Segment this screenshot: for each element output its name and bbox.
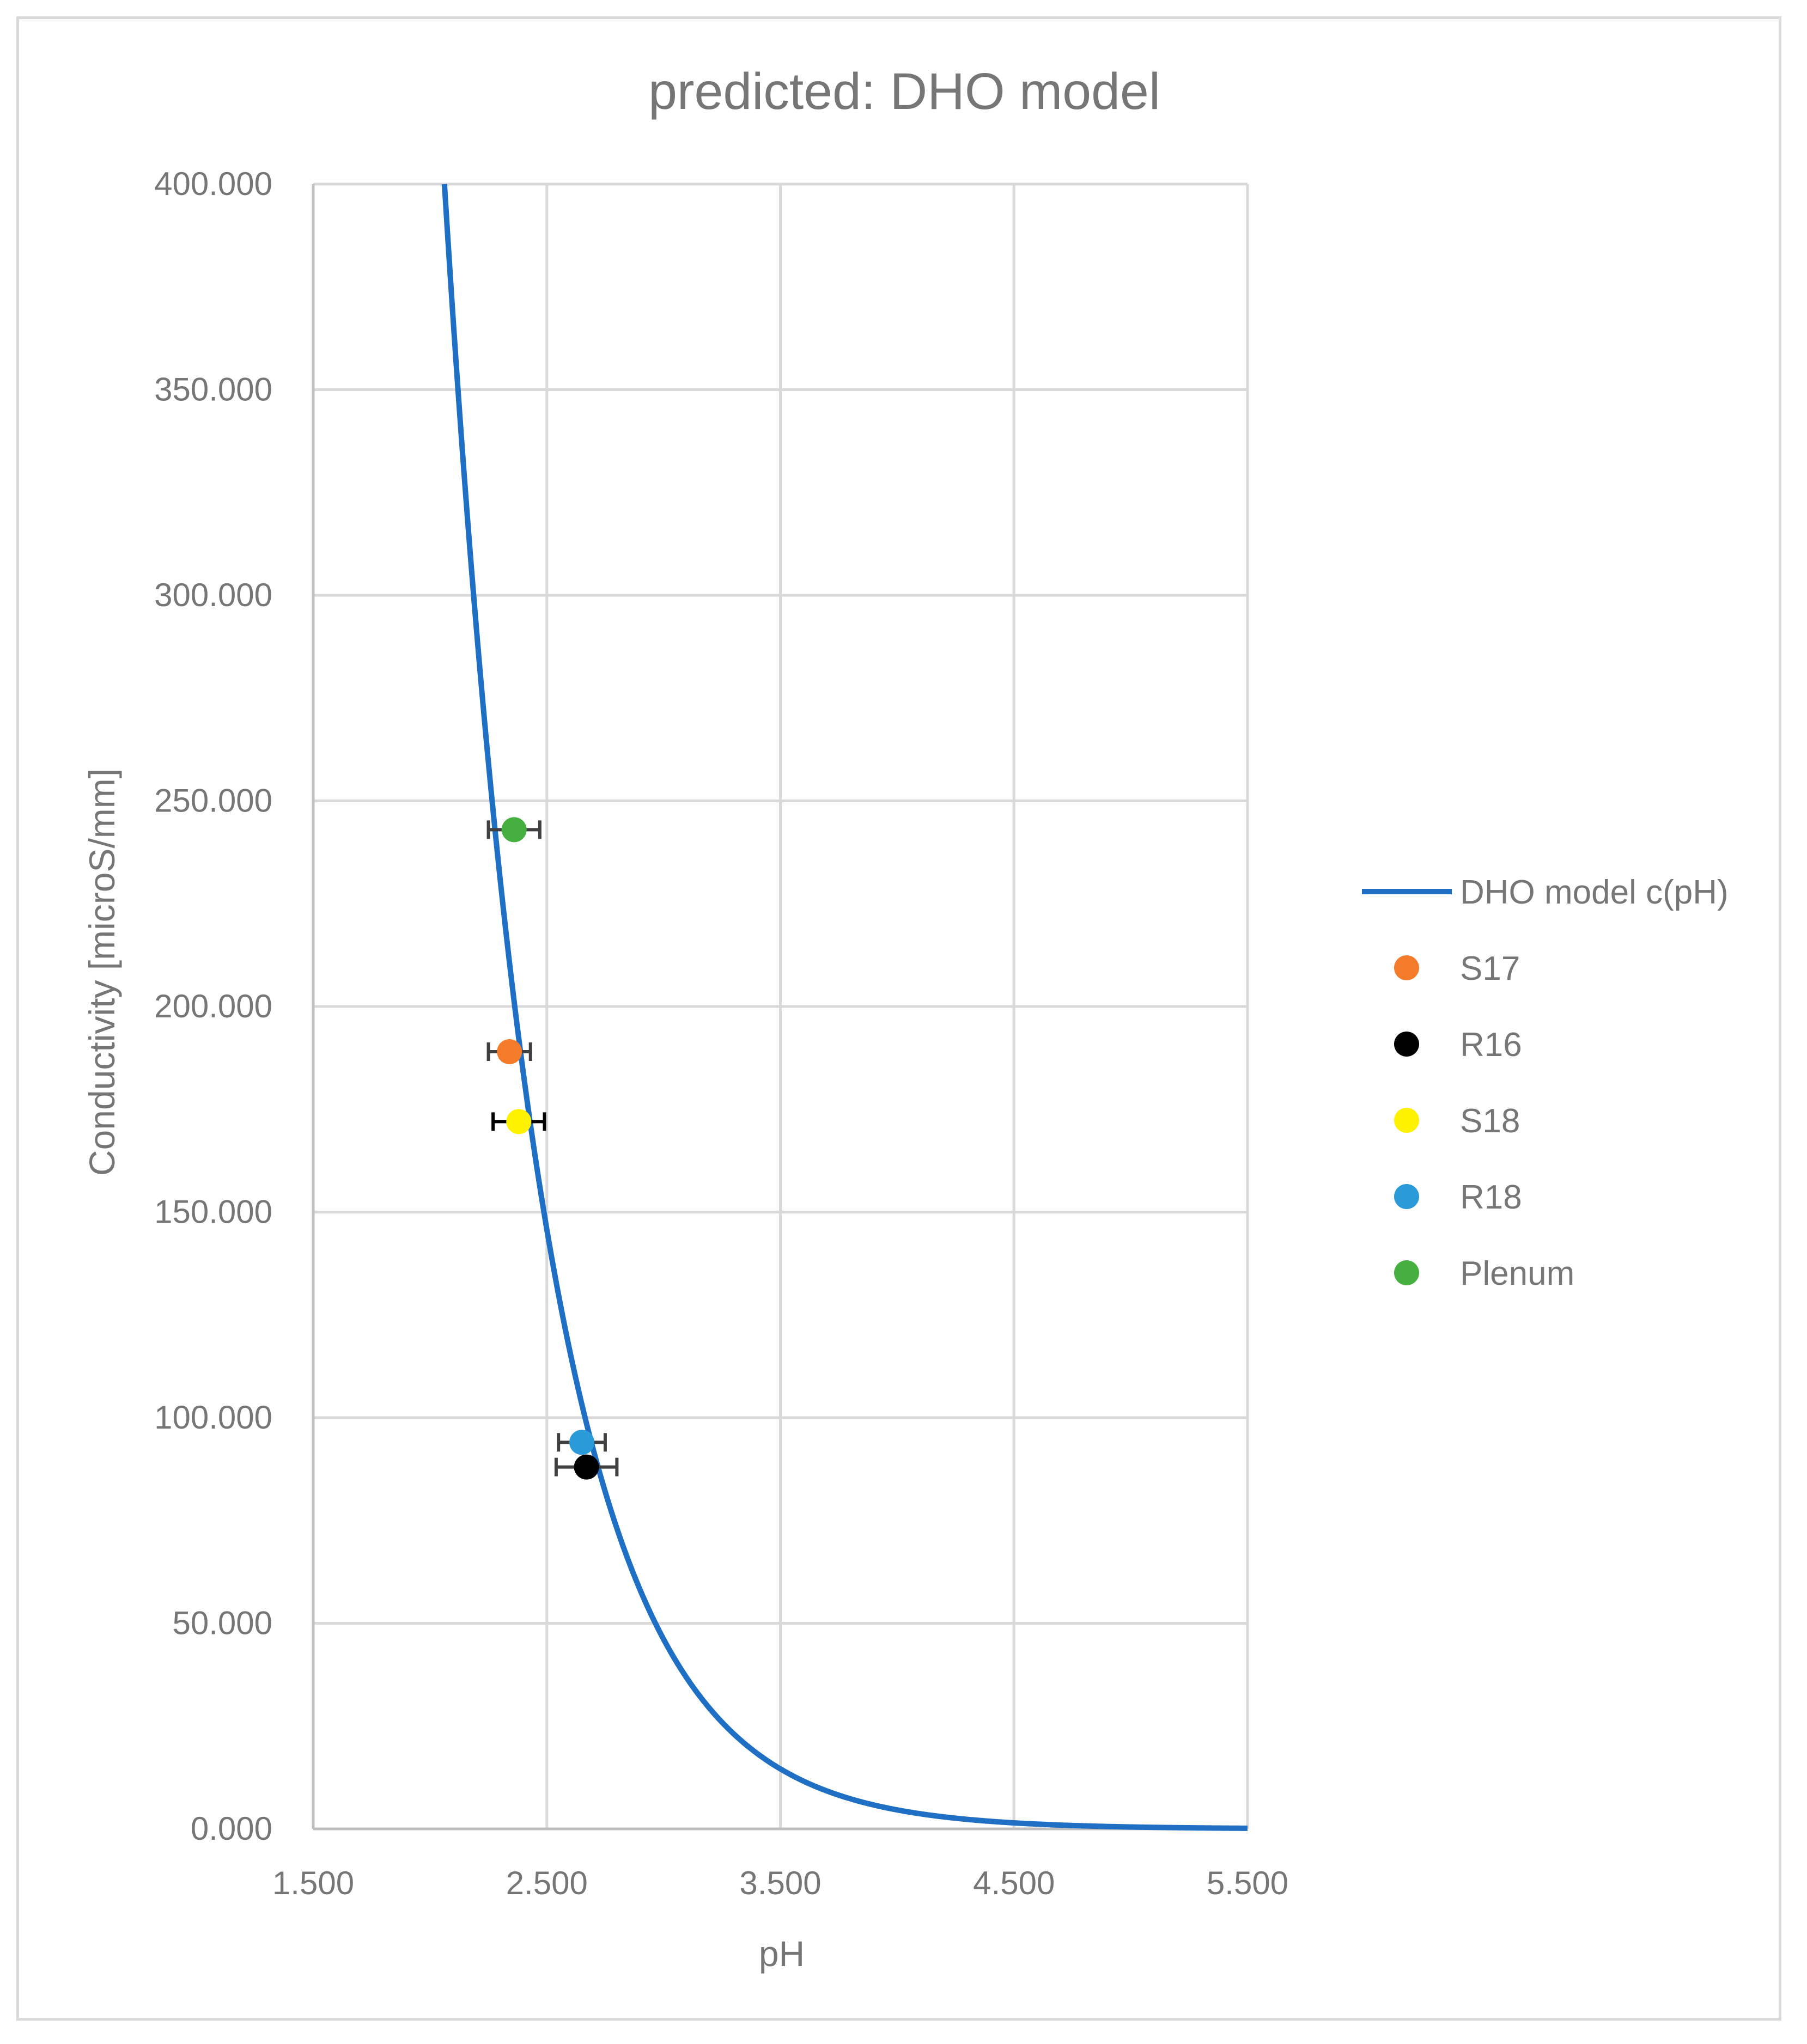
x-tick-label: 2.500 xyxy=(506,1865,588,1901)
y-tick-label: 200.000 xyxy=(154,988,272,1024)
data-point-s17 xyxy=(497,1039,522,1065)
legend-swatch-plenum xyxy=(1394,1260,1419,1285)
x-tick-label: 4.500 xyxy=(973,1865,1055,1901)
data-point-plenum xyxy=(501,817,527,843)
y-tick-label: 50.000 xyxy=(172,1605,272,1642)
y-tick-label: 400.000 xyxy=(154,166,272,202)
y-tick-label: 300.000 xyxy=(154,577,272,613)
y-tick-label: 250.000 xyxy=(154,783,272,819)
chart-frame xyxy=(16,16,1781,2021)
x-tick-label: 5.500 xyxy=(1207,1865,1288,1901)
axes: 0.000 50.000 100.000 150.000 200.000 250.000 3… xyxy=(154,166,1288,1901)
data-point-r16 xyxy=(574,1454,599,1480)
x-tick-label: 3.500 xyxy=(739,1865,821,1901)
legend-label: Plenum xyxy=(1460,1255,1574,1292)
legend-label: DHO model c(pH) xyxy=(1460,874,1729,911)
chart-title: predicted: DHO model xyxy=(648,63,1160,120)
data-point-r18 xyxy=(569,1430,595,1455)
legend-label: S17 xyxy=(1460,950,1520,987)
x-tick-label: 1.500 xyxy=(272,1865,354,1901)
points-layer xyxy=(486,817,619,1480)
y-tick-label: 100.000 xyxy=(154,1399,272,1436)
y-tick-label: 0.000 xyxy=(191,1810,272,1847)
data-point-s18 xyxy=(506,1109,532,1134)
legend-swatch-r18 xyxy=(1394,1184,1419,1209)
y-tick-label: 350.000 xyxy=(154,371,272,408)
y-axis-title: Conductivity [microS/mm] xyxy=(82,768,122,1176)
legend-swatch-s18 xyxy=(1394,1108,1419,1133)
model-curve xyxy=(441,184,1249,1831)
y-tick-label: 150.000 xyxy=(154,1194,272,1230)
legend-label: R16 xyxy=(1460,1026,1522,1064)
grid xyxy=(312,182,1249,1831)
curve-layer xyxy=(441,184,1249,1831)
legend: DHO model c(pH) S17 R16 S18 R18 Plenum xyxy=(1362,874,1729,1292)
legend-swatch-r16 xyxy=(1394,1032,1419,1057)
legend-label: R18 xyxy=(1460,1179,1522,1216)
legend-label: S18 xyxy=(1460,1102,1520,1140)
legend-swatch-s17 xyxy=(1394,955,1419,980)
x-axis-title: pH xyxy=(759,1933,805,1974)
